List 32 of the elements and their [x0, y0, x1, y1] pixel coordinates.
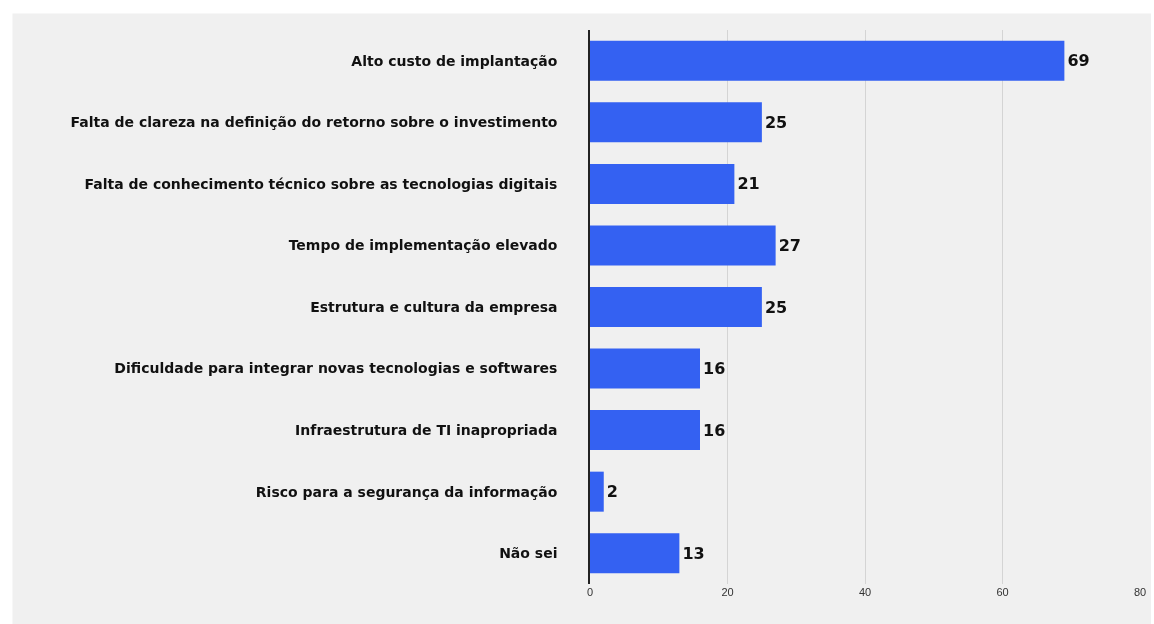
data-label: 16 [703, 359, 726, 379]
data-label: 25 [764, 112, 788, 132]
data-label: 21 [737, 174, 760, 194]
y-tick-label: Estrutura e cultura da empresa [310, 298, 558, 315]
y-tick-label: Falta de conhecimento técnico sobre as tecnologias digitais [84, 175, 558, 192]
bar [590, 163, 735, 204]
x-tick-label: 0 [586, 586, 594, 598]
y-tick-label: Tempo de implementação elevado [288, 237, 558, 254]
bar [590, 40, 1065, 81]
data-label: 25 [764, 297, 788, 317]
bar [590, 286, 762, 328]
y-tick-label: Não sei [499, 545, 558, 562]
y-tick-label: Infraestrutura de TI inapropriada [295, 422, 558, 439]
bar [590, 225, 776, 266]
y-tick-label: Falta de clareza na definição do retorno sobre o investimento [70, 114, 558, 131]
bar [590, 102, 762, 143]
data-label: 27 [778, 235, 801, 255]
x-tick-label: 20 [721, 586, 734, 598]
x-tick-label: 80 [1133, 586, 1147, 598]
y-tick-label: Dificuldade para integrar novas tecnologias e softwares [114, 360, 558, 377]
x-tick-label: 40 [858, 586, 872, 598]
data-label: 2 [606, 482, 618, 502]
y-tick-label: Alto custo de implantação [351, 52, 558, 69]
bar [590, 471, 604, 512]
bar [590, 348, 700, 389]
data-label: 13 [682, 543, 705, 563]
data-label: 16 [703, 420, 726, 440]
bar [590, 533, 680, 574]
data-label: 69 [1067, 51, 1090, 71]
x-tick-label: 60 [996, 586, 1009, 598]
bar [590, 410, 700, 451]
y-tick-label: Risco para a segurança da informação [255, 483, 558, 500]
